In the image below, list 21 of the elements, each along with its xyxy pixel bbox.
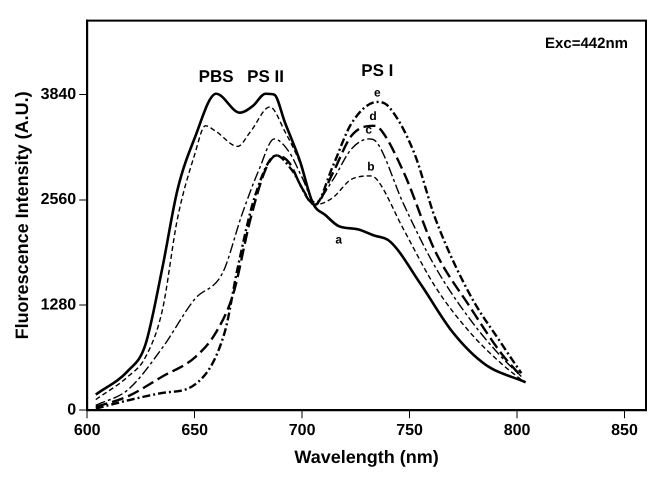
annotation: PS II bbox=[247, 66, 284, 86]
series-label: b bbox=[367, 159, 375, 174]
x-axis-title: Wavelength (nm) bbox=[294, 447, 439, 468]
x-tick-label: 700 bbox=[288, 422, 316, 440]
y-tick-label: 3840 bbox=[40, 86, 76, 103]
annotation: PBS bbox=[198, 66, 234, 86]
y-tick-label: 0 bbox=[67, 402, 76, 419]
series-label: a bbox=[335, 232, 342, 246]
series-label: d bbox=[369, 109, 377, 124]
annotation: Exc=442nm bbox=[545, 35, 628, 52]
y-tick-label: 2560 bbox=[40, 191, 76, 208]
x-tick-label: 800 bbox=[504, 422, 530, 440]
x-tick-label: 650 bbox=[181, 422, 208, 440]
y-tick-label: 1280 bbox=[40, 296, 76, 314]
y-axis-title: Fluorescence Intensity (A.U.) bbox=[12, 91, 32, 340]
annotation: PS I bbox=[361, 61, 394, 80]
x-tick-label: 750 bbox=[396, 422, 424, 440]
x-tick-label: 850 bbox=[611, 422, 638, 440]
x-tick-label: 600 bbox=[74, 422, 101, 440]
series-label: c bbox=[365, 122, 372, 136]
series-label: e bbox=[374, 85, 381, 100]
